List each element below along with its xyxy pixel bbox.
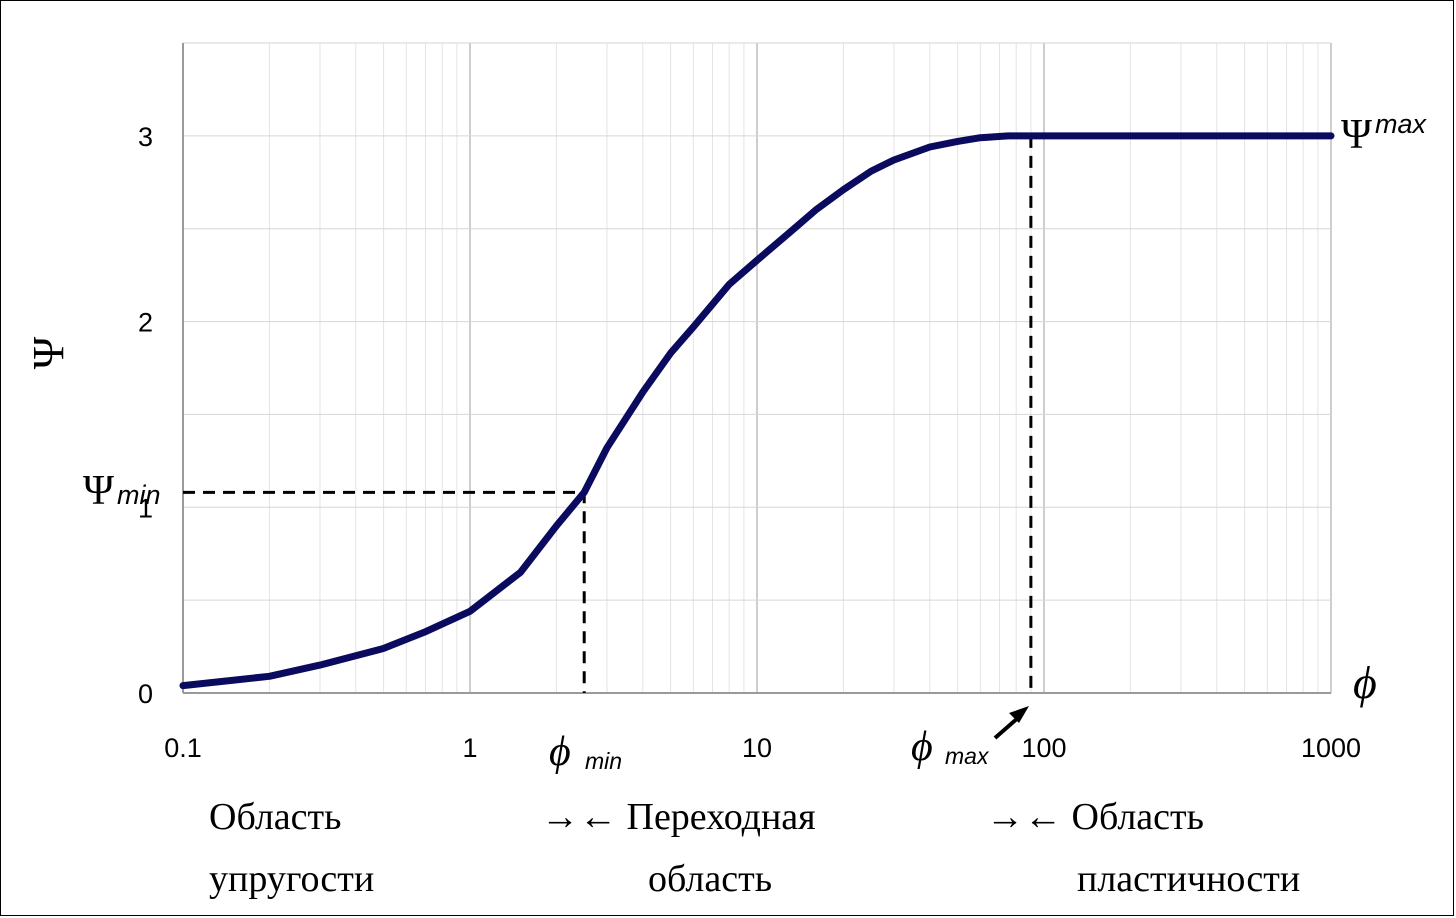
- x-tick-label: 1000: [1301, 733, 1361, 763]
- svg-text:ϕ: ϕ: [911, 724, 933, 770]
- x-axis-label: ϕ: [1353, 657, 1377, 708]
- y-tick-label: 3: [138, 122, 153, 152]
- svg-text:ϕ: ϕ: [549, 729, 571, 775]
- series-line: [179, 132, 1335, 690]
- series-group: [179, 132, 1335, 690]
- svg-text:min: min: [117, 480, 161, 510]
- x-tick-label: 10: [742, 733, 772, 763]
- svg-text:min: min: [585, 748, 622, 774]
- svg-text:Ψ: Ψ: [1341, 112, 1372, 158]
- x-tick-label: 1: [462, 733, 477, 763]
- psi-max-label: Ψ max: [1341, 109, 1428, 158]
- svg-text:max: max: [1375, 109, 1428, 139]
- svg-text:max: max: [945, 743, 990, 769]
- svg-text:Ψ: Ψ: [83, 468, 114, 514]
- tick-labels: 0.1 1 10 100 1000 0 1 2 3: [138, 122, 1361, 763]
- region-plastic-line2: пластичности: [1077, 858, 1300, 900]
- phi-max-label: ϕ max: [911, 724, 990, 770]
- phi-max-arrow: [993, 706, 1029, 740]
- y-tick-label: 0: [138, 679, 153, 709]
- psi-min-label: Ψ min: [83, 468, 161, 514]
- y-axis-label: Ψ: [24, 336, 73, 369]
- y-tick-label: 2: [138, 308, 153, 338]
- grid-minor: [268, 43, 1319, 693]
- grid-major: [182, 42, 1332, 693]
- region-plastic-line1: →← Область: [986, 796, 1204, 838]
- phi-min-label: ϕ min: [549, 729, 622, 775]
- region-elastic-line1: Область: [209, 796, 341, 838]
- y-tick-label: 1: [138, 493, 153, 523]
- axes: [182, 43, 1331, 694]
- x-tick-label: 100: [1021, 733, 1066, 763]
- x-tick-label: 0.1: [164, 733, 202, 763]
- region-elastic-line2: упругости: [209, 858, 374, 900]
- region-transition-line2: область: [648, 858, 772, 900]
- region-transition-line1: →← Переходная: [541, 796, 816, 838]
